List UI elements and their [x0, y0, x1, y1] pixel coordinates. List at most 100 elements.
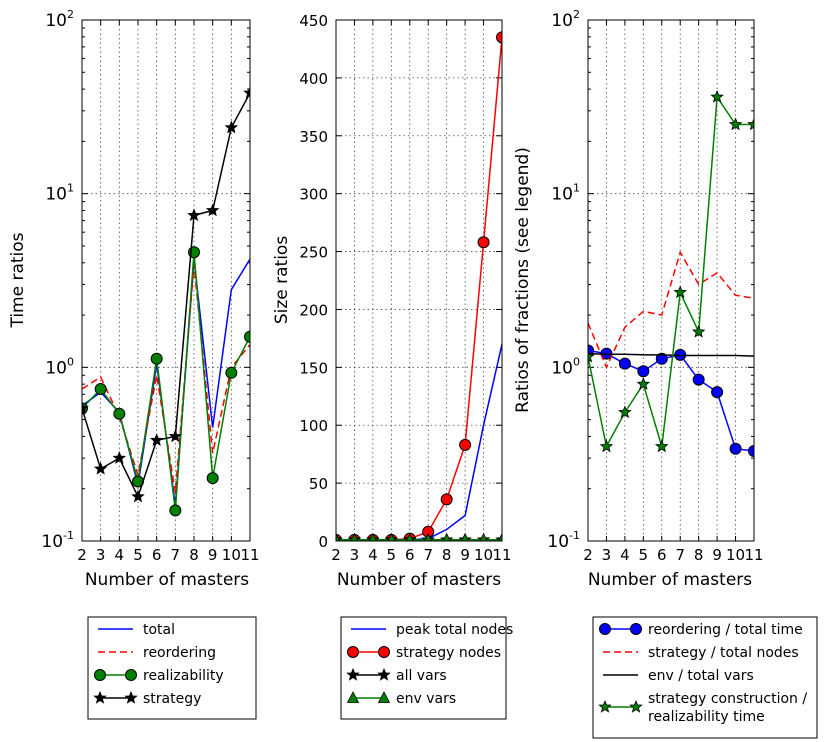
- size-legend-marker-b-all-vars: [377, 667, 391, 681]
- size-yticklabel-400: 400: [299, 70, 328, 88]
- fraction-series-strategy-total-nodes-line: [588, 250, 754, 370]
- fraction-yticklabel-10: 101: [551, 182, 580, 205]
- size-xticklabel-6: 6: [405, 546, 415, 564]
- size-point-env-vars-2: [336, 532, 341, 541]
- fraction-point-strategy-construction-realizability-time-8: [691, 324, 706, 338]
- time-ratios-ylabel: Time ratios: [8, 232, 28, 328]
- time-point-strategy-9: [205, 203, 220, 217]
- size-point-strategy-nodes-9: [459, 438, 472, 451]
- fraction-point-reordering-total-time-10: [729, 442, 742, 455]
- time-xticklabel-6: 6: [152, 546, 162, 564]
- fraction-point-strategy-construction-realizability-time-2: [588, 349, 595, 363]
- time-legend-marker-b-realizability: [125, 669, 137, 681]
- size-point-env-vars-8: [442, 532, 451, 541]
- fraction-series-env-total-vars-line: [588, 352, 754, 357]
- size-legend-label-all-vars: all vars: [396, 668, 447, 684]
- size-point-env-vars-3: [350, 532, 359, 541]
- size-ratios-legend: peak total nodes strategy nodes all vars en…: [340, 616, 513, 720]
- time-point-strategy-3: [93, 461, 108, 475]
- fraction-ratios-legend: reordering / total time strategy / total …: [592, 616, 818, 739]
- size-xticklabel-7: 7: [423, 546, 433, 564]
- time-xticklabel-5: 5: [133, 546, 143, 564]
- fraction-point-strategy-construction-realizability-time-3: [599, 439, 614, 453]
- size-series-group: [336, 31, 502, 541]
- time-point-strategy-10: [224, 120, 239, 134]
- fraction-axes-frame: [587, 19, 755, 542]
- size-legend-label-env-vars: env vars: [396, 691, 456, 707]
- fraction-point-strategy-construction-realizability-time-6: [655, 439, 669, 453]
- time-xticklabel-7: 7: [171, 546, 181, 564]
- time-legend-marker-a-strategy: [93, 690, 107, 704]
- time-point-realizability-6: [150, 352, 163, 365]
- time-legend-frame: [87, 616, 257, 720]
- time-point-realizability-4: [113, 407, 126, 420]
- size-point-env-vars-11: [497, 532, 502, 541]
- size-point-env-vars-5: [387, 532, 396, 541]
- fraction-yticklabel-1: 100: [551, 355, 580, 378]
- size-yticklabel-0: 0: [318, 533, 328, 551]
- size-point-strategy-nodes-10: [477, 236, 490, 249]
- size-legend-marker-a-env-vars: [346, 691, 360, 703]
- size-point-env-vars-4: [368, 532, 378, 541]
- size-legend-label-peak-total-nodes: peak total nodes: [396, 622, 513, 638]
- time-yticklabel-1: 100: [45, 355, 74, 378]
- fraction-point-reordering-total-time-8: [692, 373, 705, 386]
- time-point-realizability-10: [225, 366, 238, 379]
- time-point-realizability-11: [244, 330, 250, 343]
- size-xticklabel-3: 3: [350, 546, 360, 564]
- time-point-strategy-5: [131, 489, 145, 503]
- fraction-xticklabel-5: 5: [639, 546, 649, 564]
- time-yticklabel-0.1: 10-1: [41, 529, 74, 552]
- fraction-legend-marker-a-strategy-construction-realizability-time: [598, 699, 612, 713]
- fraction-legend-label-env-total-vars: env / total vars: [648, 668, 754, 684]
- time-xticklabel-11: 11: [240, 546, 259, 564]
- fraction-legend-label-strategy-total-nodes: strategy / total nodes: [648, 645, 799, 661]
- size-ratios-panel: Size ratios Number of masters 2 3 4 5 6 7 8 9 10…: [272, 12, 512, 590]
- fraction-legend-marker-b-reordering-total-time: [630, 623, 642, 635]
- time-xticklabel-9: 9: [208, 546, 218, 564]
- size-legend-marker-a-all-vars: [346, 667, 360, 681]
- time-axes-frame: [81, 19, 251, 542]
- size-xticklabel-8: 8: [442, 546, 452, 564]
- size-yticklabel-350: 350: [299, 128, 328, 146]
- time-point-realizability-9: [206, 472, 219, 485]
- fraction-xticklabel-3: 3: [602, 546, 612, 564]
- fraction-xticklabel-4: 4: [620, 546, 630, 564]
- fraction-point-strategy-construction-realizability-time-10: [728, 117, 743, 131]
- time-xticklabel-2: 2: [77, 546, 87, 564]
- time-series-strategy-line: [82, 92, 250, 499]
- time-legend-label-reordering: reordering: [143, 645, 216, 661]
- time-xticklabel-4: 4: [115, 546, 125, 564]
- time-point-strategy-2: [82, 401, 89, 415]
- fraction-point-strategy-construction-realizability-time-5: [636, 377, 651, 390]
- fraction-xticklabel-7: 7: [675, 546, 685, 564]
- fraction-xticklabel-11: 11: [744, 546, 763, 564]
- size-yticklabel-200: 200: [299, 301, 328, 319]
- fraction-point-reordering-total-time-11: [748, 444, 754, 457]
- time-ratios-legend: total reordering realizability strategy: [87, 616, 257, 720]
- fraction-point-reordering-total-time-4: [618, 357, 631, 370]
- size-point-env-vars-10: [479, 532, 488, 541]
- time-xticklabel-10: 10: [222, 546, 241, 564]
- time-point-strategy-11: [243, 85, 250, 99]
- size-xticklabel-5: 5: [387, 546, 397, 564]
- fraction-xticklabel-8: 8: [694, 546, 704, 564]
- fraction-legend-marker-b-strategy-construction-realizability-time: [629, 699, 643, 713]
- size-yticklabel-150: 150: [299, 359, 328, 377]
- fraction-xticklabel-9: 9: [712, 546, 722, 564]
- fraction-ratios-xlabel: Number of masters: [588, 570, 752, 590]
- fraction-point-strategy-construction-realizability-time-9: [710, 89, 724, 103]
- time-legend-label-realizability: realizability: [143, 668, 224, 684]
- time-legend-label-strategy: strategy: [143, 691, 201, 707]
- size-point-env-vars-6: [405, 532, 414, 541]
- size-point-env-vars-7: [424, 532, 433, 541]
- size-legend-marker-a-strategy-nodes: [347, 646, 359, 658]
- time-point-strategy-4: [112, 451, 127, 464]
- fraction-yticklabel-100: 102: [551, 8, 580, 31]
- time-point-strategy-8: [187, 208, 201, 222]
- size-point-strategy-nodes-11: [496, 31, 502, 44]
- time-series-realizability-line: [82, 252, 250, 511]
- size-ratios-ylabel: Size ratios: [272, 236, 292, 324]
- time-legend-marker-b-strategy: [124, 690, 138, 704]
